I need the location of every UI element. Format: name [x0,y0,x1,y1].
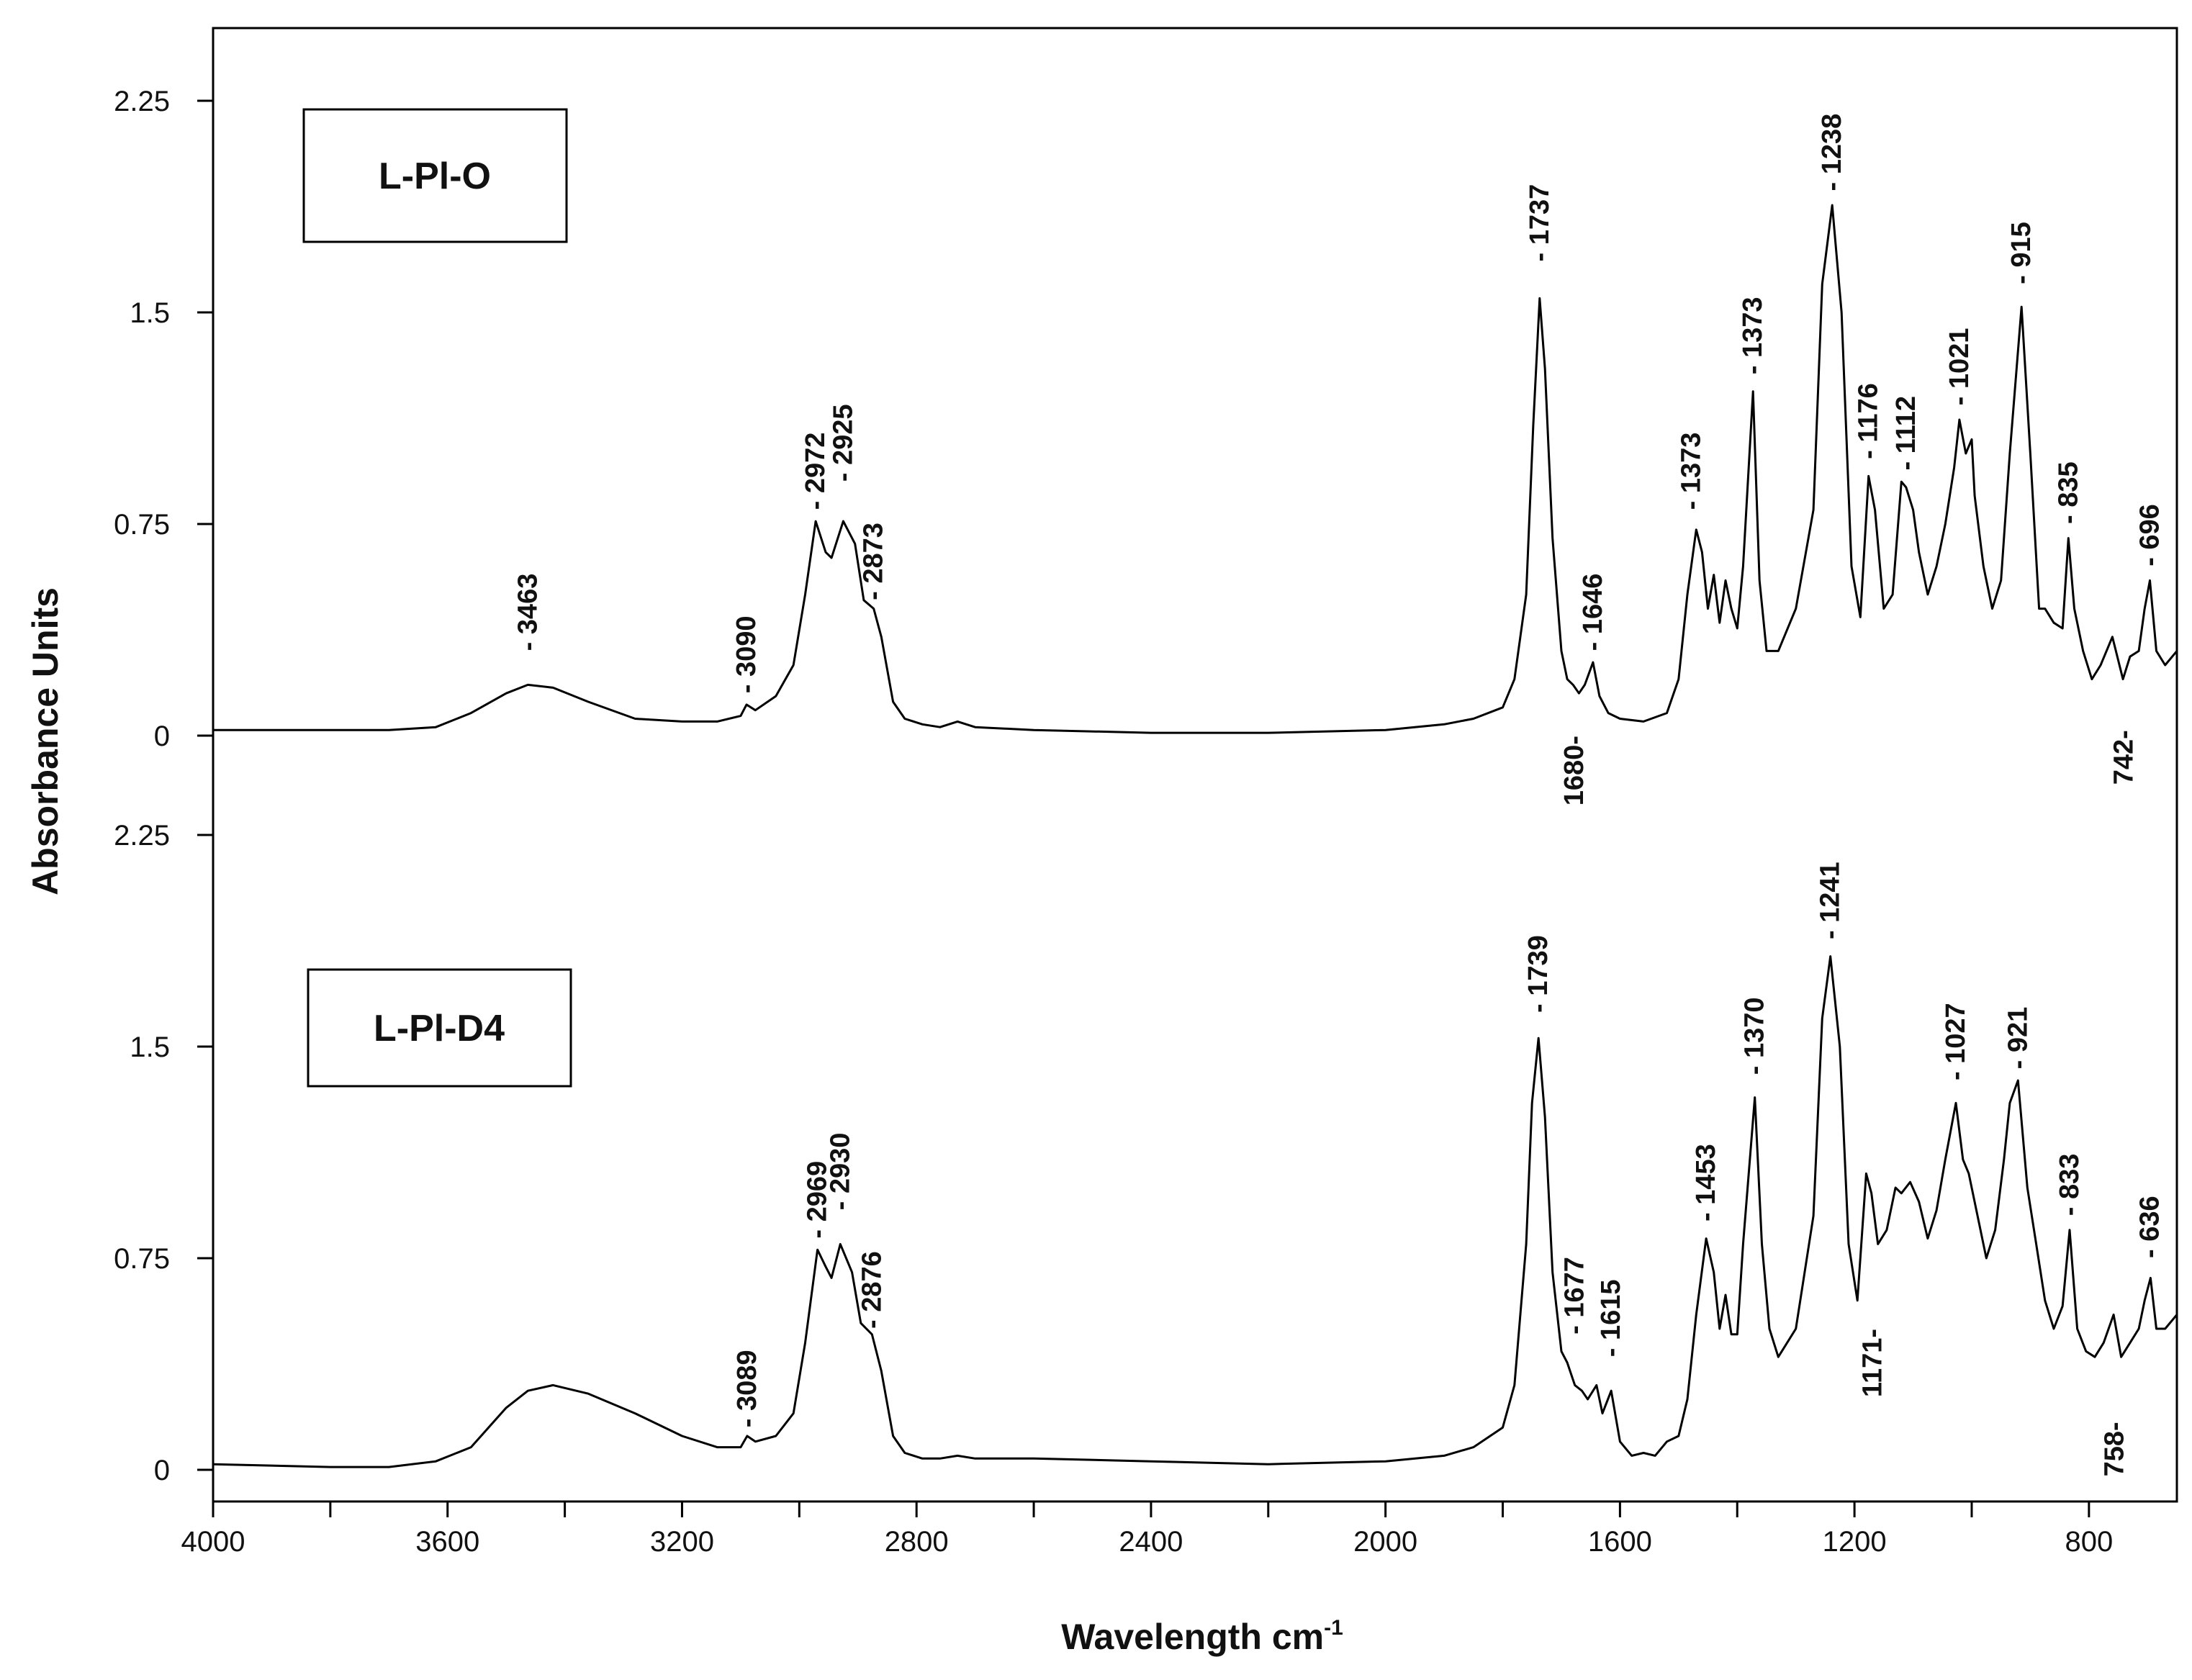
peak-label: 1171- [1857,1329,1887,1397]
peak-label: - 636 [2135,1196,2165,1258]
peak-label: - 2969 [803,1161,833,1239]
peak-label: - 1453 [1691,1144,1721,1221]
peak-label: - 2873 [859,523,889,600]
peak-label: - 2930 [825,1133,855,1211]
peak-label: 1680- [1559,736,1589,805]
panel-label-top: L-Pl-O [302,108,568,243]
peak-label: - 1373 [1738,297,1768,374]
x-tick-label: 2400 [1119,1526,1183,1558]
panel-label-bottom: L-Pl-D4 [307,968,572,1088]
spectrum-line-top [213,204,2178,734]
peak-label: - 1238 [1817,114,1847,191]
peak-label: - 1615 [1596,1279,1626,1357]
x-axis-title-superscript: -1 [1324,1616,1343,1640]
peak-label: - 1112 [1891,396,1921,471]
series-top [213,204,2178,734]
panel-label-bottom-text: L-Pl-D4 [374,1008,505,1049]
peak-label: 742- [2109,730,2139,785]
x-tick-label: 1200 [1823,1526,1887,1558]
annotations-bottom: - 3089 - 2969- 2930 - 2876 - 1739 - 1677- 16… [732,862,2165,1476]
x-tick-label: 2000 [1353,1526,1417,1558]
panel-label-bottom-box [307,968,572,1088]
peak-label: - 1739 [1523,935,1553,1013]
y-tick-label: 1.5 [130,297,170,329]
peak-label: - 1370 [1740,997,1770,1075]
peak-label: - 1646 [1578,574,1608,651]
peak-label: - 2925 [828,404,858,482]
y-tick-label: 2.25 [114,86,170,117]
y-tick-label: 1.5 [130,1031,170,1063]
peak-label: - 3089 [732,1350,762,1427]
x-tick-label: 2800 [885,1526,949,1558]
annotations-top: - 3463 - 3090 - 2972- 2925 - 2873 - 1737 - 16… [513,114,2165,806]
x-tick-label: 3600 [415,1526,479,1558]
x-tick-label: 4000 [181,1526,245,1558]
peak-label: - 3463 [513,574,543,651]
spectrum-line-bottom [212,955,2178,1468]
y-axis-bottom: 0 0.75 1.5 2.25 [114,820,213,1486]
peak-label: - 921 [2003,1007,2033,1070]
plot-frame [212,27,2178,1503]
peak-label: - 1021 [1944,328,1975,406]
peak-label: - 2972 [800,433,831,510]
y-tick-label: 0.75 [114,509,170,541]
peak-label: - 1737 [1525,184,1555,262]
y-tick-label: 2.25 [114,820,170,852]
peak-label: - 1176 [1854,383,1884,459]
panel-label-top-text: L-Pl-O [379,155,491,197]
peak-label: - 833 [2055,1154,2085,1216]
x-axis-title: Wavelength cm-1 [1061,1616,1343,1657]
peak-label: - 1241 [1816,862,1846,939]
peak-label: - 3090 [731,615,762,693]
x-tick-label: 1600 [1588,1526,1652,1558]
peak-label: - 915 [2006,222,2037,284]
y-axis-title: Absorbance Units [25,587,66,895]
x-tick-label: 800 [2065,1526,2113,1558]
y-tick-label: 0.75 [114,1243,170,1275]
panel-label-top-box [302,108,568,243]
peak-label: 758- [2100,1422,2130,1476]
peak-label: - 1677 [1560,1257,1590,1334]
peak-label: - 835 [2053,461,2083,524]
y-tick-label: 0 [154,721,170,752]
x-tick-label: 3200 [650,1526,714,1558]
peak-label: - 1027 [1941,1003,1971,1080]
peak-label: - 1373 [1677,433,1707,510]
peak-label: - 2876 [857,1251,887,1329]
y-tick-label: 0 [154,1455,170,1486]
series-bottom [212,955,2178,1468]
x-axis-title-main: Wavelength cm [1061,1617,1324,1657]
y-axis-top: 0 0.75 1.5 2.25 [114,86,213,752]
peak-label: - 696 [2135,504,2165,566]
x-axis: 4000 3600 3200 2800 2400 2000 1600 1200 800 [181,1501,2113,1558]
